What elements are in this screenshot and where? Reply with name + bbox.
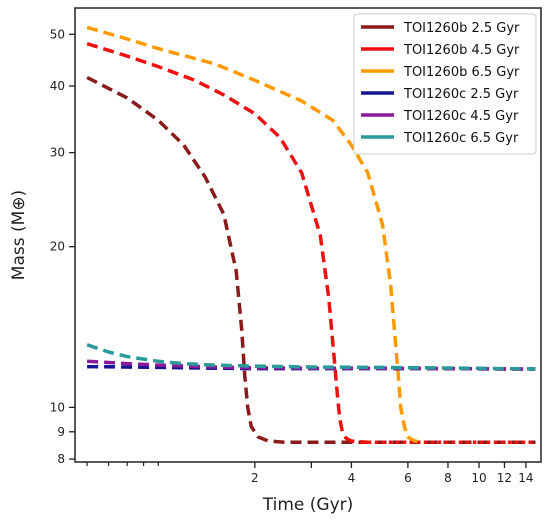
x-axis-ticks: 2 4 6 8 10 12 14 (86, 462, 534, 485)
series-toi1260b-6-5-gyr (86, 25, 422, 445)
x-tick-label: 12 (497, 471, 512, 485)
y-tick-label: 8 (57, 452, 65, 466)
y-tick-label: 9 (57, 425, 65, 439)
series-toi1260c-4-5-gyr (86, 359, 536, 371)
x-tick-label: 14 (518, 471, 533, 485)
y-axis-label: Mass (M⊕) (9, 190, 29, 280)
legend-label-toi1260b-2-5-gyr: TOI1260b 2.5 Gyr (403, 21, 520, 36)
legend-label-toi1260c-4-5-gyr: TOI1260c 4.5 Gyr (403, 109, 519, 124)
x-tick-label: 2 (251, 471, 259, 485)
legend-label-toi1260c-6-5-gyr: TOI1260c 6.5 Gyr (403, 131, 519, 146)
y-axis-ticks: 8 9 10 20 30 40 50 (50, 27, 75, 466)
series-line-toi1260c-6-5-gyr (86, 343, 536, 371)
y-tick-label: 10 (50, 400, 65, 414)
plot-frame (74, 7, 542, 463)
series-layer (86, 25, 536, 445)
y-tick-label: 30 (50, 146, 65, 160)
series-toi1260b-4-5-gyr (86, 42, 536, 445)
legend-box (353, 13, 537, 155)
y-tick-label: 50 (50, 27, 65, 41)
x-tick-label: 6 (404, 471, 412, 485)
legend-label-toi1260c-2-5-gyr: TOI1260c 2.5 Gyr (403, 87, 519, 102)
y-tick-label: 40 (50, 79, 65, 93)
x-tick-label: 10 (471, 471, 486, 485)
series-line-toi1260c-4-5-gyr (86, 359, 536, 371)
legend-label-toi1260b-6-5-gyr: TOI1260b 6.5 Gyr (403, 65, 520, 80)
y-tick-label: 20 (50, 240, 65, 254)
x-tick-label: 8 (444, 471, 452, 485)
series-line-toi1260b-6-5-gyr (86, 25, 422, 445)
series-toi1260c-6-5-gyr (86, 343, 536, 371)
legend-label-toi1260b-4-5-gyr: TOI1260b 4.5 Gyr (403, 43, 520, 58)
series-line-toi1260b-4-5-gyr (86, 42, 368, 445)
x-tick-label: 4 (348, 471, 356, 485)
legend: TOI1260b 2.5 Gyr TOI1260b 4.5 Gyr TOI1260b… (353, 13, 537, 155)
x-axis-label: Time (Gyr) (262, 495, 354, 515)
